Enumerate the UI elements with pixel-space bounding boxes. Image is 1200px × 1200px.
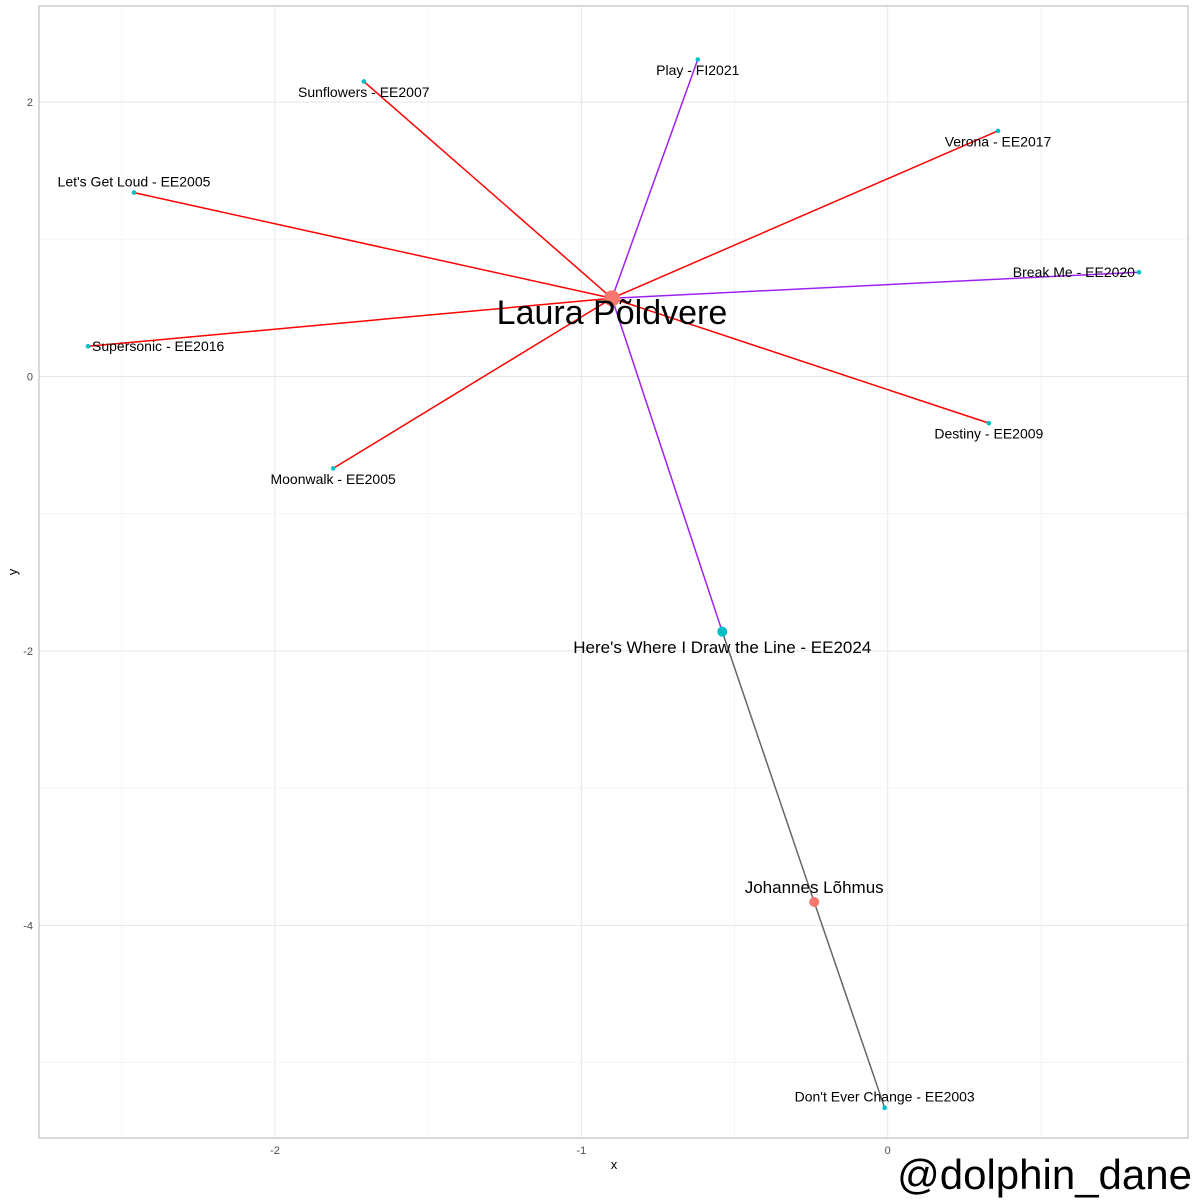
edge-laura-verona <box>611 130 999 299</box>
y-tick-label: 0 <box>27 371 33 383</box>
node-supersonic <box>85 343 91 349</box>
edge-laura-hwid <box>611 298 723 632</box>
node-verona <box>995 128 1001 134</box>
label-supersonic: Supersonic - EE2016 <box>92 338 225 354</box>
label-destiny: Destiny - EE2009 <box>934 426 1043 442</box>
node-labels: Laura Põldvere Johannes Lõhmus Here's Wher… <box>58 62 1136 1104</box>
node-sunflowers <box>361 79 367 84</box>
node-moonwalk <box>330 466 336 471</box>
x-axis-title: x <box>611 1157 618 1172</box>
axis-ticks: -2 -1 0 2 0 -2 -4 <box>23 97 891 1157</box>
label-letsgetloud: Let's Get Loud - EE2005 <box>58 173 211 189</box>
y-tick-label: -4 <box>23 920 33 932</box>
label-breakme: Break Me - EE2020 <box>1013 264 1135 280</box>
label-laura: Laura Põldvere <box>497 294 728 332</box>
nodes <box>85 57 1142 1111</box>
node-dontever <box>882 1105 887 1111</box>
node-hwid <box>717 626 728 637</box>
node-breakme <box>1136 269 1142 275</box>
node-johannes <box>809 896 820 907</box>
edge-laura-letsgetloud <box>133 191 613 299</box>
edge-laura-sunflowers <box>363 80 613 299</box>
watermark: @dolphin_dane <box>897 1151 1192 1198</box>
label-johannes: Johannes Lõhmus <box>745 878 884 897</box>
edge-johannes-dontever <box>813 901 886 1109</box>
y-axis-title: y <box>5 568 20 575</box>
edges <box>87 59 1140 1109</box>
x-tick-label: -1 <box>576 1145 586 1157</box>
y-tick-label: 2 <box>27 97 33 109</box>
label-play: Play - FI2021 <box>656 62 739 78</box>
x-tick-label: 0 <box>885 1145 891 1157</box>
label-sunflowers: Sunflowers - EE2007 <box>298 84 430 100</box>
label-dontever: Don't Ever Change - EE2003 <box>795 1089 975 1105</box>
label-verona: Verona - EE2017 <box>945 133 1052 149</box>
node-letsgetloud <box>131 190 137 195</box>
edge-hwid-johannes <box>721 631 815 903</box>
edge-laura-moonwalk <box>332 297 613 470</box>
node-destiny <box>986 420 992 426</box>
edge-laura-destiny <box>611 297 990 424</box>
x-tick-label: -2 <box>270 1145 280 1157</box>
label-moonwalk: Moonwalk - EE2005 <box>270 471 396 487</box>
edge-laura-play <box>611 59 699 299</box>
edge-laura-supersonic <box>87 297 613 348</box>
edge-laura-breakme <box>611 271 1140 300</box>
grid-lines <box>39 6 1188 1138</box>
node-play <box>695 57 701 62</box>
y-tick-label: -2 <box>23 646 33 658</box>
label-hwid: Here's Where I Draw the Line - EE2024 <box>573 638 871 657</box>
panel-border <box>38 5 1189 1139</box>
node-laura <box>603 290 620 307</box>
